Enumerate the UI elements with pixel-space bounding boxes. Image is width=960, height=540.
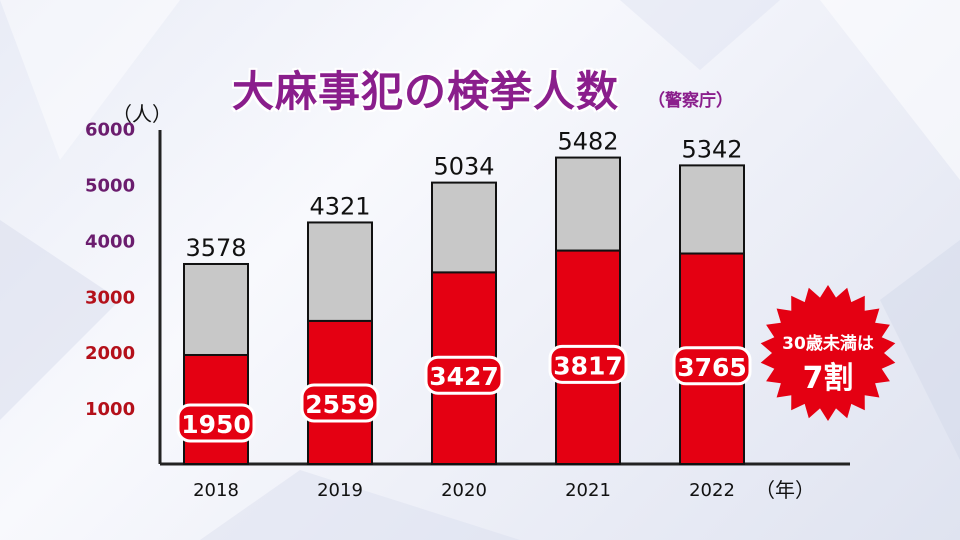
total-value-label: 5342 [681,135,742,163]
x-tick-label: 2020 [441,480,487,501]
bar-segment-30-and-over [307,221,373,322]
y-tick-label: 1000 [85,399,135,420]
under-30-value-pill [424,355,504,395]
total-value-label: 5482 [557,128,618,156]
y-axis-unit: （人） [112,102,172,126]
y-tick-label: 6000 [85,120,135,141]
y-tick-label: 5000 [85,176,135,197]
chart-title: 大麻事犯の検挙人数 [232,67,620,116]
chart-source: （警察庁） [648,91,733,111]
total-value-label: 3578 [185,234,246,262]
badge-line-1: 30歳未満は [782,334,874,354]
under-30-value-label: 2559 [305,390,375,419]
under-30-value-pill [548,344,628,384]
bar-segment-30-and-over [555,156,621,252]
starburst-polygon [760,285,896,421]
under-30-value-pill [176,403,256,443]
x-tick-label: 2018 [193,480,239,501]
under-30-value-label: 1950 [181,410,251,439]
total-value-label: 5034 [433,153,494,181]
y-tick-label: 2000 [85,343,135,364]
x-tick-label: 2019 [317,480,363,501]
bar-segment-30-and-over [183,262,249,356]
under-30-value-pill [672,346,752,386]
under-30-value-label: 3427 [429,362,499,391]
x-tick-label: 2021 [565,480,611,501]
x-tick-label: 2022 [689,480,735,501]
bar-segment-30-and-over [431,181,497,274]
under-30-value-label: 3817 [553,351,623,380]
under-30-value-label: 3765 [677,353,747,382]
badge-line-2: 7割 [802,361,854,396]
total-value-label: 4321 [309,192,370,220]
under-30-badge: 30歳未満は 7割 [758,283,898,423]
bar-segment-30-and-over [679,164,745,255]
under-30-value-pill [300,383,380,423]
starburst-shape [760,285,896,421]
x-axis-unit: （年） [755,478,815,502]
y-tick-label: 4000 [85,231,135,252]
y-tick-label: 3000 [85,287,135,308]
